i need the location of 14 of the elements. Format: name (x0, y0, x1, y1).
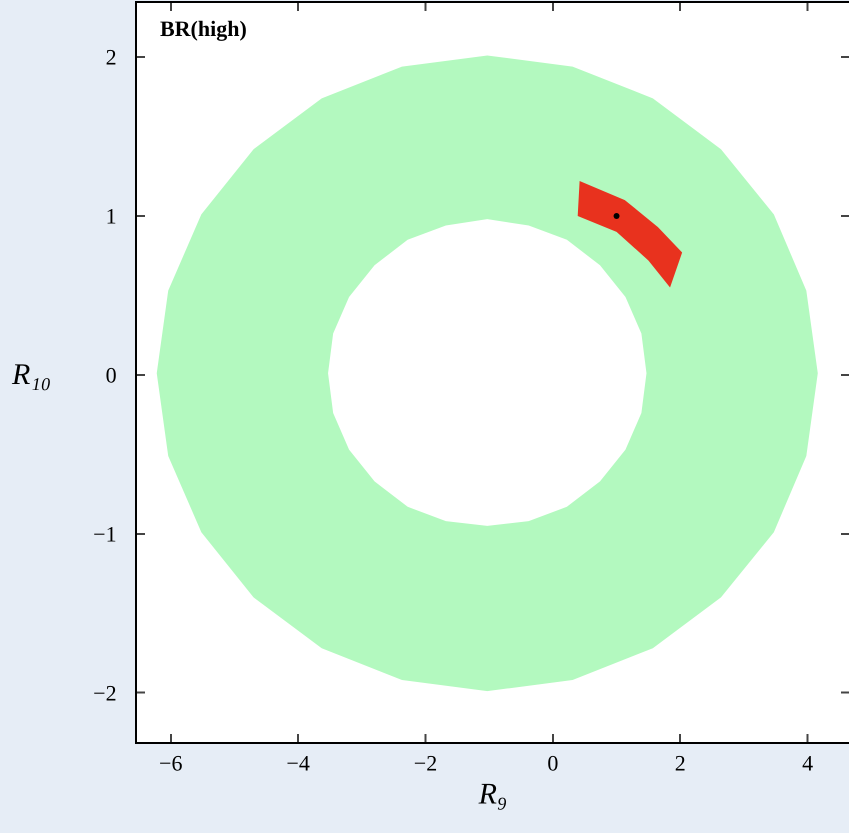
x-tick-label: 4 (802, 750, 814, 776)
y-axis-title: R₁₀ (11, 358, 52, 391)
x-tick-label: −6 (159, 750, 182, 776)
annotation: BR(high) (160, 16, 247, 41)
x-tick-label: 0 (547, 750, 558, 776)
x-axis-title: R₉ (478, 777, 508, 810)
x-tick-label: 2 (674, 750, 686, 776)
y-tick-label: 1 (106, 204, 117, 229)
x-tick-label: −4 (286, 750, 310, 776)
y-tick-label: 2 (106, 44, 117, 70)
y-tick-label: 0 (106, 362, 117, 388)
y-tick-label: −2 (93, 680, 117, 706)
x-tick-label: −2 (414, 750, 438, 776)
y-tick-label: −1 (93, 522, 117, 547)
